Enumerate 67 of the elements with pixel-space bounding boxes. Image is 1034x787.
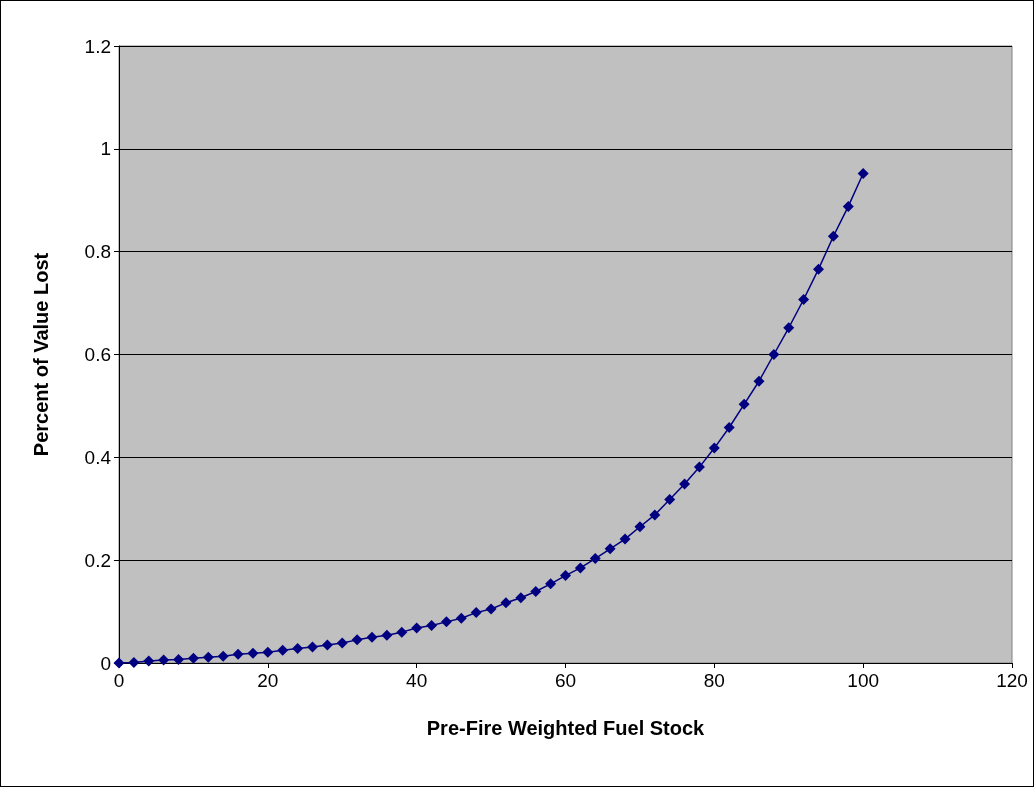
- point: [679, 478, 691, 490]
- point: [798, 293, 810, 305]
- x-tick-label: 60: [554, 670, 577, 691]
- point: [723, 422, 735, 434]
- point: [158, 654, 170, 666]
- point: [827, 230, 839, 242]
- x-tick-label: 40: [406, 670, 428, 691]
- point: [217, 650, 229, 662]
- point: [232, 648, 244, 660]
- point: [783, 322, 795, 334]
- point: [411, 622, 423, 634]
- point: [247, 647, 259, 659]
- point: [693, 461, 705, 473]
- point: [753, 375, 765, 387]
- point: [664, 493, 676, 505]
- point: [768, 349, 780, 360]
- point: [381, 629, 393, 641]
- point: [336, 637, 348, 649]
- point: [619, 533, 631, 545]
- point: [351, 634, 363, 646]
- point: [634, 521, 646, 533]
- point: [455, 612, 467, 624]
- point: [500, 597, 512, 609]
- point: [262, 646, 274, 658]
- point: [143, 655, 155, 667]
- point: [813, 263, 825, 275]
- point: [738, 398, 750, 410]
- point: [440, 616, 452, 628]
- point: [470, 607, 482, 619]
- point: [604, 543, 616, 555]
- y-tick-label: 0: [100, 652, 111, 674]
- point: [202, 651, 214, 663]
- y-tick-label: 0.2: [84, 549, 111, 571]
- y-tick-label: 1.2: [84, 35, 111, 57]
- point: [277, 644, 289, 656]
- point: [292, 643, 304, 655]
- point: [649, 509, 661, 521]
- point: [173, 653, 185, 665]
- point: [857, 168, 869, 180]
- point: [306, 641, 318, 653]
- y-tick-label: 0.6: [84, 344, 111, 365]
- point: [128, 656, 140, 668]
- point: [560, 570, 571, 582]
- point: [426, 619, 438, 631]
- point: [708, 442, 720, 454]
- y-tick-label: 0.8: [84, 241, 111, 263]
- point: [113, 657, 125, 669]
- x-tick-label: 120: [996, 670, 1028, 691]
- point: [589, 553, 601, 565]
- x-tick-label: 100: [847, 670, 880, 691]
- point: [321, 639, 333, 651]
- point: [187, 652, 199, 664]
- y-tick-label: 0.4: [84, 446, 112, 468]
- x-axis-title: Pre-Fire Weighted Fuel Stock: [426, 717, 706, 739]
- point: [396, 626, 408, 638]
- point: [485, 603, 497, 615]
- point: [515, 592, 527, 604]
- y-axis-title: Percent of Value Lost: [30, 252, 52, 457]
- point: [842, 200, 854, 212]
- x-tick-label: 80: [703, 670, 725, 691]
- point: [545, 578, 557, 590]
- x-tick-label: 0: [113, 670, 125, 691]
- x-tick-label: 20: [257, 670, 279, 691]
- y-tick-label: 1: [100, 138, 111, 160]
- point: [574, 562, 586, 574]
- point: [530, 586, 542, 598]
- point: [366, 631, 378, 643]
